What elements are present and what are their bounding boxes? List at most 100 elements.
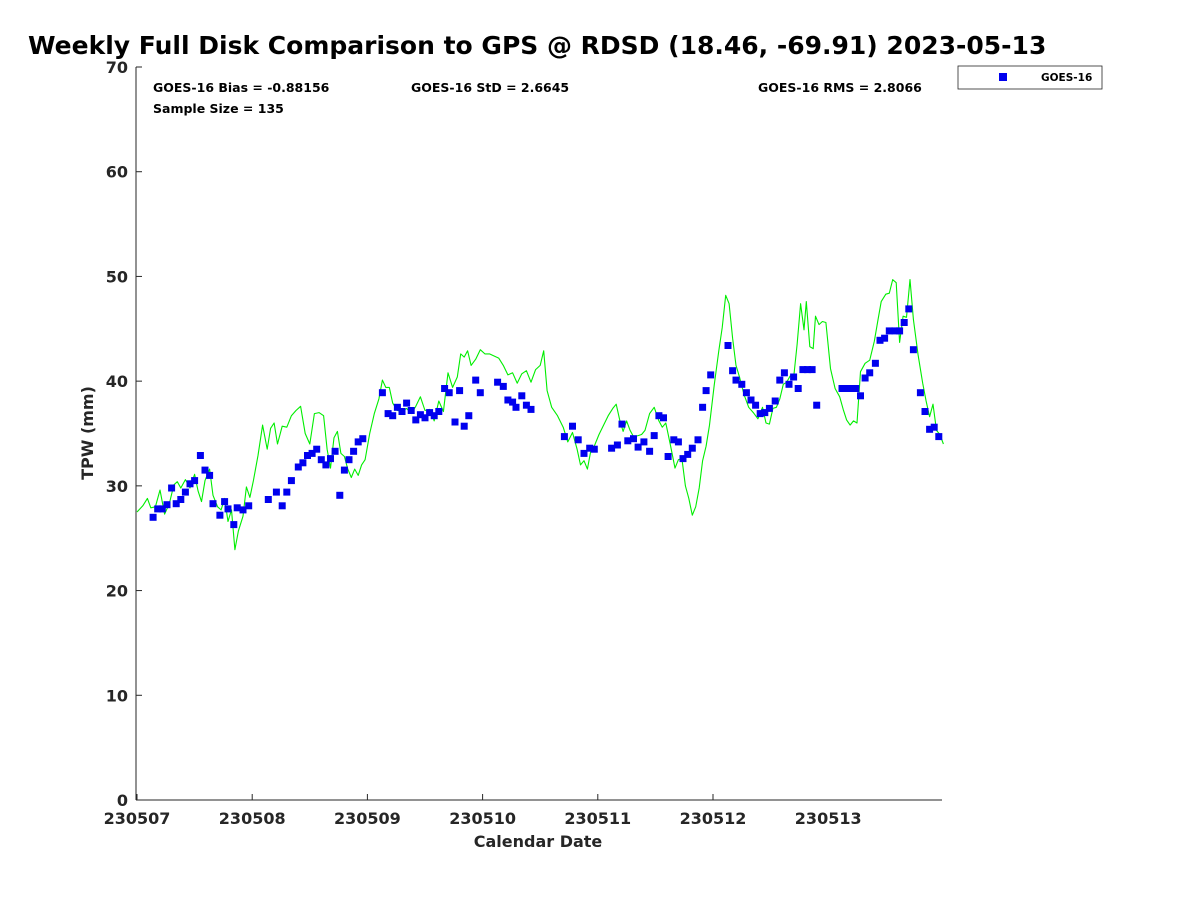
goes16-point bbox=[327, 455, 334, 463]
goes16-point bbox=[613, 441, 621, 449]
goes16-point bbox=[416, 411, 424, 419]
goes16-point bbox=[852, 385, 860, 392]
goes16-point bbox=[527, 405, 535, 413]
goes16-point bbox=[509, 398, 517, 406]
goes16-point bbox=[172, 500, 180, 508]
goes16-point bbox=[785, 380, 793, 388]
y-tick-label: 50 bbox=[106, 267, 128, 286]
legend-label: GOES-16 bbox=[1041, 72, 1092, 84]
x-tick-label: 230510 bbox=[449, 809, 516, 828]
goes16-point bbox=[345, 456, 353, 464]
goes16-point bbox=[780, 369, 788, 377]
goes16-point bbox=[239, 506, 247, 514]
goes16-point bbox=[896, 327, 904, 335]
goes16-point bbox=[331, 447, 339, 455]
x-tick-label: 230509 bbox=[334, 809, 401, 828]
goes16-point bbox=[881, 334, 889, 342]
goes16-point bbox=[679, 455, 687, 463]
goes16-point bbox=[608, 444, 616, 452]
goes16-point bbox=[857, 392, 864, 400]
goes16-point bbox=[322, 461, 330, 469]
goes16-point bbox=[294, 463, 302, 471]
x-tick-label: 230513 bbox=[795, 809, 862, 828]
goes16-point bbox=[221, 498, 229, 506]
goes16-point bbox=[808, 366, 816, 374]
goes16-point bbox=[586, 444, 594, 452]
chart-title: Weekly Full Disk Comparison to GPS @ RDS… bbox=[28, 31, 1046, 60]
goes16-point bbox=[389, 412, 397, 420]
goes16-point bbox=[230, 521, 238, 529]
x-ticks: 230507 230508 230509 230510 230511 230512 2305… bbox=[104, 794, 862, 828]
goes16-point bbox=[847, 385, 855, 392]
y-tick-label: 40 bbox=[106, 372, 128, 391]
goes16-point bbox=[149, 513, 157, 521]
goes16-point bbox=[738, 380, 746, 388]
goes16-point bbox=[154, 505, 162, 513]
y-tick-label: 0 bbox=[117, 791, 128, 810]
goes16-point bbox=[313, 445, 321, 453]
gps-line bbox=[136, 279, 944, 551]
goes16-point bbox=[421, 414, 429, 422]
goes16-point bbox=[707, 371, 715, 379]
goes16-point bbox=[216, 511, 224, 519]
goes16-point bbox=[518, 392, 526, 400]
goes16-point bbox=[790, 373, 798, 381]
goes16-point bbox=[921, 408, 929, 415]
goes16-point bbox=[655, 412, 663, 420]
goes16-point bbox=[393, 403, 401, 411]
goes16-point bbox=[634, 443, 642, 451]
goes16-point bbox=[245, 502, 253, 510]
goes16-point bbox=[512, 403, 520, 411]
goes16-point bbox=[742, 389, 750, 397]
goes16-point bbox=[456, 387, 464, 395]
goes16-point bbox=[702, 387, 710, 395]
goes16-point bbox=[640, 438, 648, 446]
goes16-point bbox=[580, 449, 588, 457]
goes16-point bbox=[630, 435, 637, 443]
goes16-point bbox=[430, 412, 438, 420]
y-tick-label: 20 bbox=[106, 582, 128, 601]
goes16-point bbox=[209, 500, 217, 508]
goes16-point bbox=[838, 385, 846, 392]
goes16-point bbox=[776, 376, 784, 384]
goes16-point bbox=[684, 450, 692, 458]
goes16-point bbox=[403, 399, 411, 407]
goes16-point bbox=[499, 382, 507, 390]
goes16-point bbox=[304, 452, 311, 459]
goes16-point bbox=[724, 342, 732, 349]
goes16-point bbox=[876, 336, 884, 344]
goes16-point bbox=[590, 445, 598, 453]
goes16-point bbox=[407, 407, 415, 414]
goes16-point bbox=[186, 480, 194, 488]
x-tick-label: 230511 bbox=[564, 809, 631, 828]
goes16-point bbox=[340, 466, 348, 474]
y-tick-label: 10 bbox=[106, 686, 128, 705]
goes16-point bbox=[674, 438, 682, 446]
goes16-point bbox=[287, 477, 295, 485]
goes16-point bbox=[206, 471, 214, 479]
goes16-point bbox=[201, 466, 209, 474]
x-axis-label: Calendar Date bbox=[474, 832, 603, 851]
y-tick-label: 60 bbox=[106, 163, 128, 182]
goes16-point bbox=[168, 484, 176, 492]
goes16-point bbox=[354, 438, 362, 446]
goes16-point bbox=[930, 423, 938, 431]
goes16-point bbox=[504, 396, 512, 404]
goes16-point bbox=[299, 459, 307, 467]
goes16-point bbox=[494, 378, 502, 386]
y-ticks: 0 10 20 30 40 50 60 70 bbox=[106, 58, 142, 810]
goes16-point bbox=[350, 447, 358, 455]
goes16-point bbox=[771, 397, 779, 405]
goes16-point bbox=[804, 366, 811, 374]
goes16-point bbox=[278, 502, 286, 510]
x-tick-label: 230507 bbox=[104, 809, 171, 828]
goes16-point bbox=[799, 366, 807, 374]
goes16-point bbox=[163, 501, 171, 509]
goes16-point bbox=[569, 422, 576, 430]
x-tick-label: 230512 bbox=[680, 809, 747, 828]
goes16-point bbox=[885, 327, 893, 335]
goes16-point bbox=[747, 396, 755, 404]
goes16-point bbox=[336, 491, 344, 499]
goes16-point bbox=[732, 376, 740, 384]
